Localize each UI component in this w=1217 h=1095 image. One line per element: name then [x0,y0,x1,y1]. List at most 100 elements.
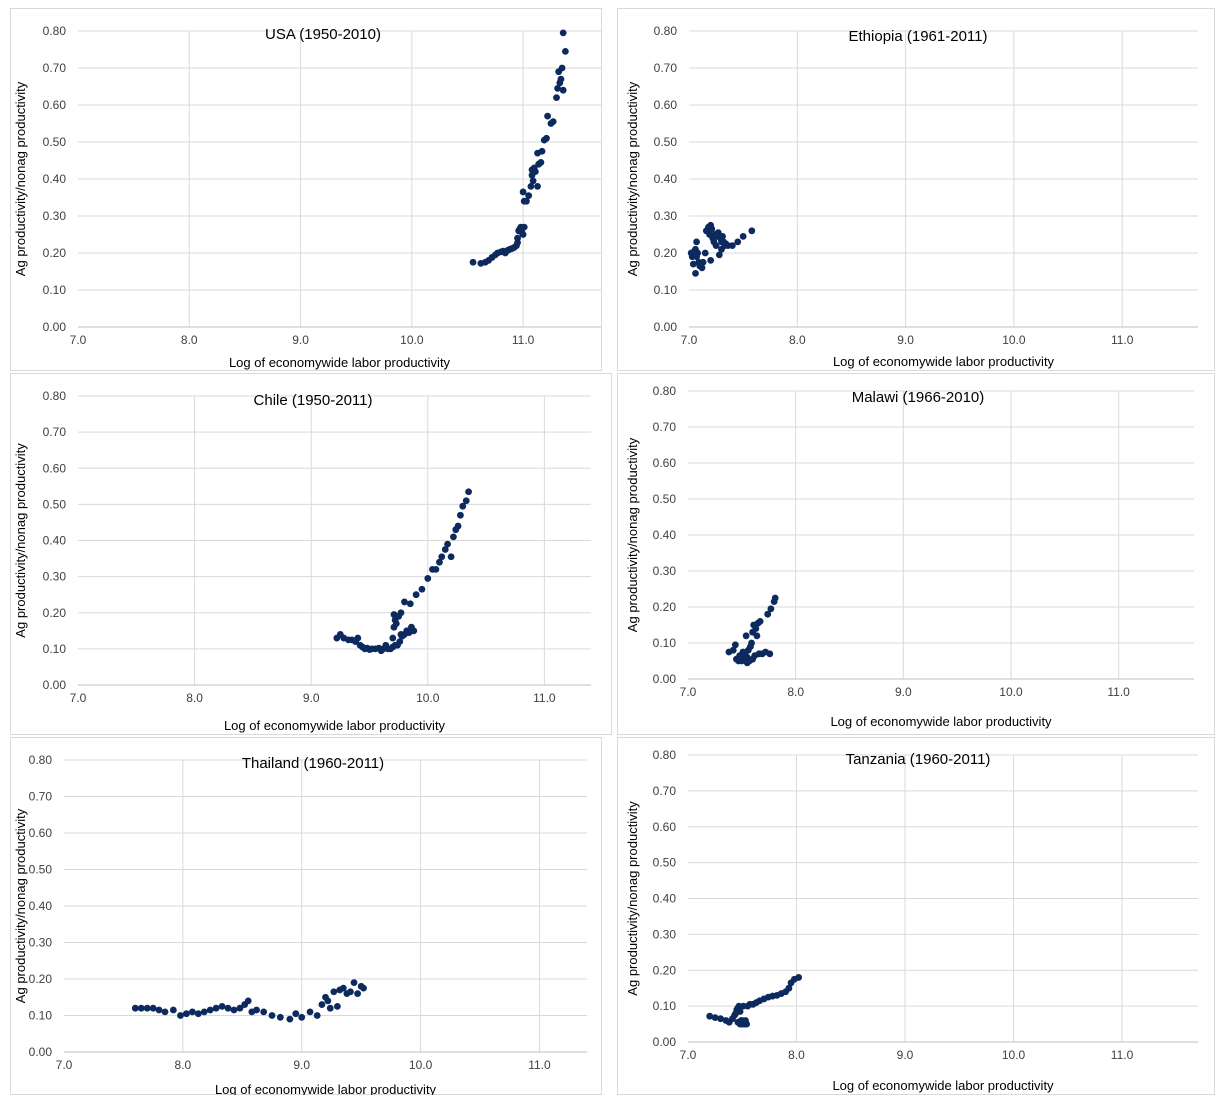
y-tick-label: 0.10 [653,636,677,650]
data-point [457,511,464,519]
data-point [465,488,472,496]
data-point [559,86,567,94]
data-point [339,984,347,992]
chart-title: Malawi (1966-2010) [852,389,985,406]
data-point [441,546,449,553]
data-point [739,232,747,240]
data-point [360,984,367,992]
x-tick-label: 8.0 [181,333,198,347]
x-tick-label: 9.0 [293,1058,310,1072]
y-tick-label: 0.70 [654,61,678,75]
y-tick-label: 0.80 [29,753,53,767]
chart-svg-chile: 7.0 8.0 9.0 10.0 11.0 0.00 0.10 0.20 0.30 0.40 0.5… [13,389,591,733]
data-point [523,197,530,205]
y-tick-label: 0.60 [653,456,677,470]
data-point [537,158,545,166]
x-axis-label: Log of economywide labor productivity [832,1078,1054,1093]
chart-svg-malawi: 7.0 8.0 9.0 10.0 11.0 0.00 0.10 0.20 0.30 0.40 0.5… [625,384,1194,729]
data-point [556,79,564,87]
data-point [318,1001,326,1008]
data-point [767,605,775,613]
data-point [748,227,756,235]
data-point [708,225,716,233]
y-tick-label: 0.60 [43,98,67,112]
data-point [694,249,702,257]
data-point [771,594,779,602]
data-point [392,620,400,627]
y-tick-label: 0.40 [43,172,67,186]
data-point [194,1010,202,1018]
data-point [324,997,332,1005]
y-tick-label: 0.70 [29,790,53,804]
y-tick-label: 0.80 [653,384,677,398]
data-point [718,245,725,253]
x-tick-label: 9.0 [897,1048,914,1062]
y-tick-label: 0.60 [29,826,53,840]
data-point [753,632,761,640]
data-point [543,134,550,142]
data-point [514,234,521,242]
y-tick-label: 0.00 [29,1045,53,1059]
x-tick-label: 11.0 [528,1058,551,1072]
x-tick-label: 11.0 [1107,685,1130,699]
x-tick-label: 7.0 [681,333,698,347]
y-tick-label: 0.30 [654,209,678,223]
data-point [436,558,443,566]
x-tick-label: 8.0 [186,691,203,705]
data-point [689,260,697,268]
y-tick-label: 0.20 [653,600,677,614]
data-point [412,591,420,599]
data-point [333,1002,341,1010]
y-tick-label: 0.50 [653,492,677,506]
data-point [549,118,557,126]
data-point [286,1015,294,1023]
data-point [538,147,546,155]
data-point [698,264,706,272]
data-point [756,618,764,625]
data-point [715,251,723,259]
y-tick-label: 0.00 [43,320,67,334]
data-point [519,231,527,238]
y-tick-label: 0.30 [43,209,67,223]
y-tick-label: 0.30 [43,570,67,584]
y-tick-label: 0.80 [653,748,677,762]
chart-title: Ethiopia (1961-2011) [849,28,988,45]
data-point [764,610,772,618]
y-tick-label: 0.00 [653,672,677,686]
data-point [131,1004,139,1012]
data-point [742,632,750,640]
y-tick-label: 0.80 [43,389,67,403]
y-tick-label: 0.50 [653,856,677,870]
x-axis-label: Log of economywide labor productivity [833,354,1055,369]
data-point [177,1012,184,1019]
data-point [268,1012,276,1019]
data-point [137,1004,145,1012]
data-point [469,258,477,266]
y-axis-label: Ag productivity/nonag productivity [13,81,28,276]
data-point [161,1008,169,1016]
y-tick-label: 0.70 [653,420,677,434]
y-tick-label: 0.00 [654,320,678,334]
data-point [276,1013,284,1021]
data-point [531,168,539,176]
y-axis-label: Ag productivity/nonag productivity [625,437,640,632]
data-point [253,1006,260,1014]
y-tick-label: 0.50 [43,135,67,149]
data-point [693,238,700,246]
x-tick-label: 7.0 [70,691,87,705]
x-axis-label: Log of economywide labor productivity [215,1082,437,1095]
y-tick-label: 0.20 [43,606,67,620]
x-tick-label: 9.0 [897,333,914,347]
chart-svg-usa: 7.0 8.0 9.0 10.0 11.0 0.00 0.10 0.20 0.30 0.40 0.5… [13,24,601,370]
data-point [143,1004,151,1012]
data-point [155,1006,163,1014]
chart-title: Tanzania (1960-2011) [846,751,991,768]
data-point [525,192,533,200]
x-tick-label: 9.0 [895,685,912,699]
chart-panel-chile: 7.0 8.0 9.0 10.0 11.0 0.00 0.10 0.20 0.30 0.40 0.5… [10,373,612,735]
y-axis-label: Ag productivity/nonag productivity [13,443,28,638]
y-tick-label: 0.50 [654,135,678,149]
data-point [330,988,338,996]
y-tick-label: 0.60 [653,820,677,834]
chart-svg-thailand: 7.0 8.0 9.0 10.0 11.0 0.00 0.10 0.20 0.30 0.40 0.5… [13,753,587,1095]
